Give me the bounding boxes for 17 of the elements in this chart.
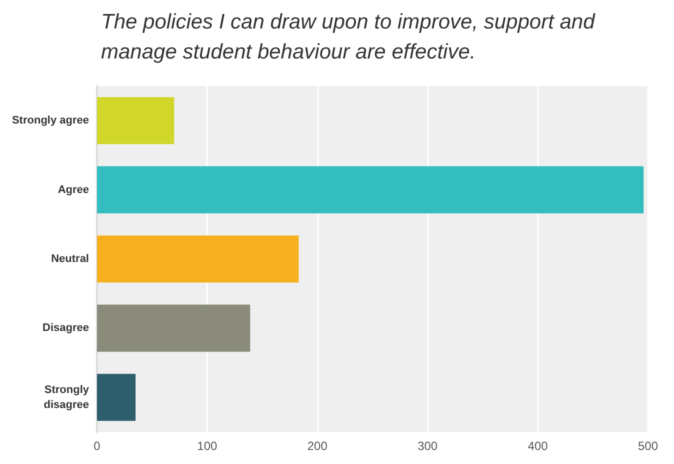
y-tick-label: Agree bbox=[58, 184, 89, 196]
x-tick-label: 500 bbox=[638, 439, 658, 453]
bar bbox=[97, 304, 250, 352]
chart-title: The policies I can draw upon to improve, support and manage student behaviour are effective. bbox=[101, 10, 601, 64]
bar bbox=[97, 235, 299, 283]
bar bbox=[97, 97, 174, 144]
bar bbox=[97, 374, 136, 421]
x-tick-label: 400 bbox=[528, 439, 548, 453]
bar bbox=[97, 166, 644, 214]
y-tick-label: Disagree bbox=[42, 322, 89, 334]
x-tick-label: 300 bbox=[418, 439, 438, 453]
x-tick-label: 0 bbox=[94, 439, 101, 453]
x-tick-label: 100 bbox=[197, 439, 218, 453]
y-tick-label: Strongly disagree bbox=[44, 384, 90, 411]
y-tick-label: Neutral bbox=[51, 253, 89, 265]
x-tick-label: 200 bbox=[307, 439, 328, 453]
y-tick-label: Strongly agree bbox=[12, 114, 89, 127]
